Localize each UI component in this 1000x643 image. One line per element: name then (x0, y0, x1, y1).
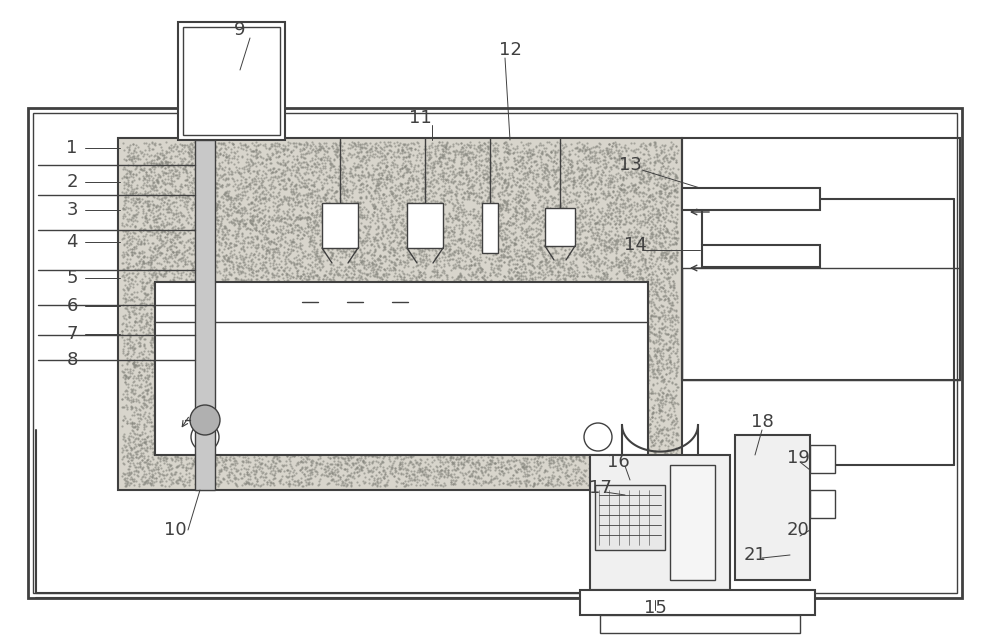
Bar (33, 113, 957, 593)
Circle shape (191, 423, 219, 451)
Text: 14: 14 (624, 236, 646, 254)
Text: 21: 21 (744, 546, 766, 564)
Bar (322, 203, 358, 248)
Text: 4: 4 (66, 233, 78, 251)
Text: 20: 20 (787, 521, 809, 539)
Bar (118, 138, 682, 490)
Text: 9: 9 (234, 21, 246, 39)
Text: 11: 11 (409, 109, 431, 127)
Bar (810, 490, 835, 518)
Bar (682, 188, 820, 210)
Circle shape (584, 423, 612, 451)
Bar (545, 208, 575, 246)
Text: 6: 6 (66, 297, 78, 315)
Bar (682, 268, 960, 380)
Bar (810, 445, 835, 473)
Text: 15: 15 (644, 599, 666, 617)
Text: 18: 18 (751, 413, 773, 431)
Bar (482, 203, 498, 253)
Bar (178, 22, 285, 140)
Text: 3: 3 (66, 201, 78, 219)
Text: 1: 1 (66, 139, 78, 157)
Text: 16: 16 (607, 453, 629, 471)
Text: 5: 5 (66, 269, 78, 287)
Bar (735, 435, 810, 580)
Text: 7: 7 (66, 325, 78, 343)
Bar (28, 108, 962, 598)
Text: 19: 19 (787, 449, 809, 467)
Text: 10: 10 (164, 521, 186, 539)
Circle shape (190, 405, 220, 435)
Bar (682, 138, 960, 380)
Text: 2: 2 (66, 173, 78, 191)
Bar (670, 465, 715, 580)
Bar (590, 455, 730, 590)
Bar (702, 245, 820, 267)
Bar (580, 590, 815, 615)
Bar (407, 203, 443, 248)
Text: 13: 13 (619, 156, 641, 174)
Bar (183, 27, 280, 135)
Bar (600, 615, 800, 633)
Text: 12: 12 (499, 41, 521, 59)
Text: 8: 8 (66, 351, 78, 369)
Bar (195, 140, 215, 490)
Text: 17: 17 (589, 479, 611, 497)
Bar (155, 282, 648, 455)
Bar (595, 485, 665, 550)
